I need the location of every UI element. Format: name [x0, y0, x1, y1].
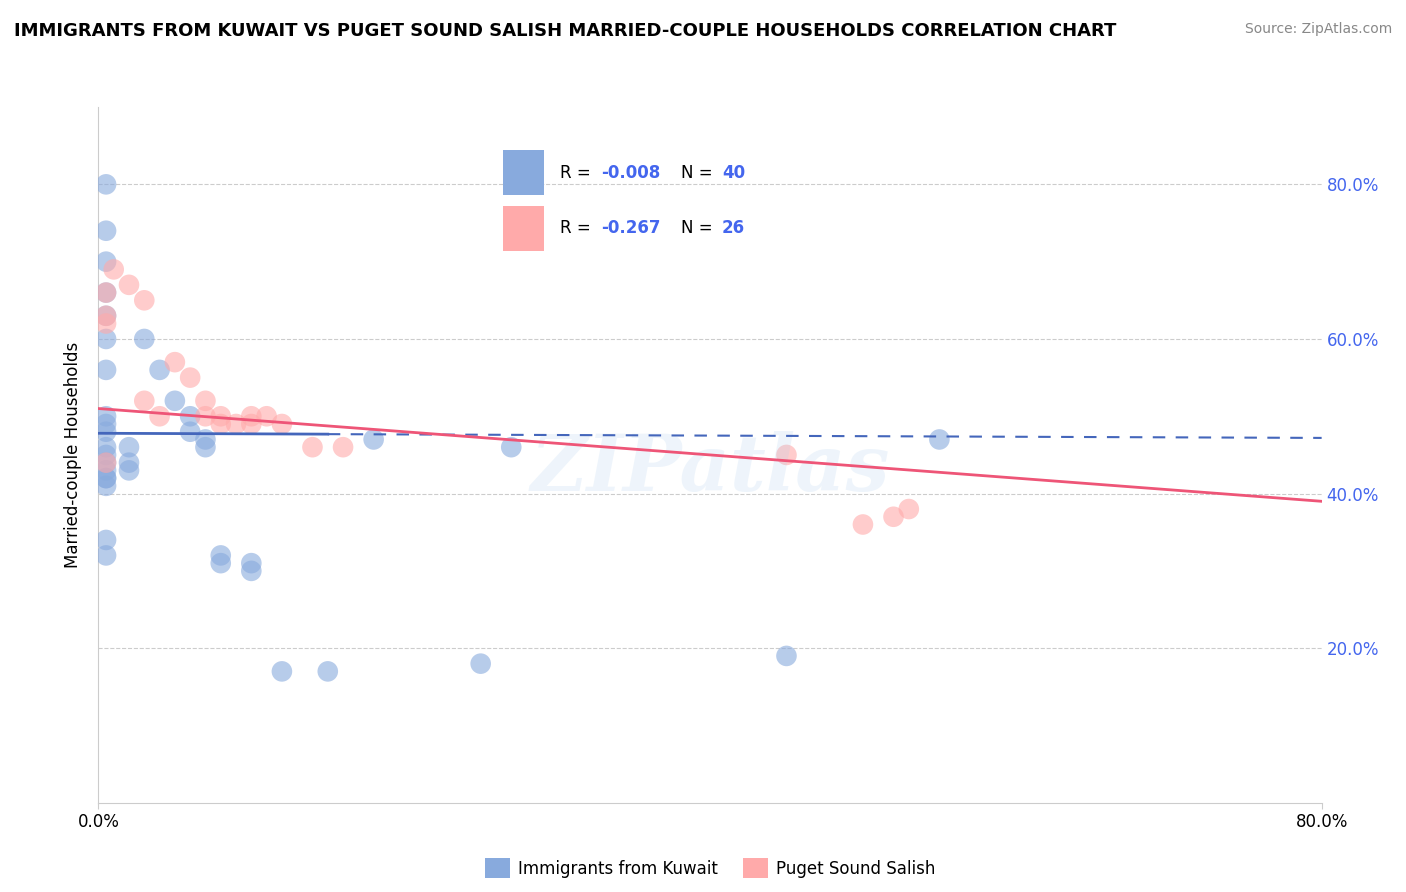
- Point: [134, 332, 156, 346]
- Point: [94, 549, 117, 563]
- Point: [316, 665, 339, 679]
- Y-axis label: Married-couple Households: Married-couple Households: [65, 342, 83, 568]
- Point: [179, 370, 201, 384]
- Point: [94, 309, 117, 323]
- Point: [501, 440, 523, 454]
- Point: [883, 509, 905, 524]
- Point: [179, 425, 201, 439]
- Text: 40: 40: [723, 163, 745, 182]
- Text: N =: N =: [681, 219, 717, 237]
- Point: [194, 440, 217, 454]
- Text: -0.008: -0.008: [602, 163, 661, 182]
- Point: [94, 479, 117, 493]
- Point: [94, 463, 117, 477]
- Point: [94, 440, 117, 454]
- Point: [94, 417, 117, 431]
- Text: IMMIGRANTS FROM KUWAIT VS PUGET SOUND SALISH MARRIED-COUPLE HOUSEHOLDS CORRELATI: IMMIGRANTS FROM KUWAIT VS PUGET SOUND SA…: [14, 22, 1116, 40]
- Point: [94, 471, 117, 485]
- Point: [134, 393, 156, 408]
- Point: [179, 409, 201, 424]
- Point: [94, 471, 117, 485]
- Point: [852, 517, 875, 532]
- Bar: [502, 150, 544, 195]
- Point: [225, 417, 247, 431]
- Point: [94, 178, 117, 192]
- Point: [270, 417, 292, 431]
- Point: [194, 433, 217, 447]
- Point: [94, 224, 117, 238]
- Point: [270, 665, 292, 679]
- Point: [928, 433, 950, 447]
- Point: [94, 456, 117, 470]
- Point: [94, 409, 117, 424]
- Point: [149, 409, 172, 424]
- Text: 26: 26: [723, 219, 745, 237]
- Text: ZIPatlas: ZIPatlas: [530, 431, 890, 507]
- Point: [163, 393, 186, 408]
- Point: [240, 409, 263, 424]
- Point: [118, 277, 141, 292]
- Legend: Immigrants from Kuwait, Puget Sound Salish: Immigrants from Kuwait, Puget Sound Sali…: [478, 851, 942, 885]
- Text: -0.267: -0.267: [602, 219, 661, 237]
- Point: [103, 262, 125, 277]
- Point: [209, 556, 232, 570]
- Point: [194, 409, 217, 424]
- Point: [163, 355, 186, 369]
- Point: [94, 425, 117, 439]
- Point: [209, 417, 232, 431]
- Point: [209, 409, 232, 424]
- Point: [94, 332, 117, 346]
- Point: [134, 293, 156, 308]
- Point: [470, 657, 492, 671]
- Text: R =: R =: [560, 163, 596, 182]
- Point: [301, 440, 323, 454]
- Point: [94, 317, 117, 331]
- Point: [363, 433, 385, 447]
- Point: [240, 556, 263, 570]
- Point: [94, 533, 117, 547]
- Bar: [502, 206, 544, 251]
- Point: [118, 456, 141, 470]
- Text: R =: R =: [560, 219, 596, 237]
- Point: [194, 393, 217, 408]
- Point: [94, 309, 117, 323]
- Point: [240, 564, 263, 578]
- Point: [94, 285, 117, 300]
- Point: [332, 440, 354, 454]
- Point: [94, 448, 117, 462]
- Point: [94, 456, 117, 470]
- Point: [94, 285, 117, 300]
- Point: [209, 549, 232, 563]
- Point: [775, 648, 797, 663]
- Point: [94, 254, 117, 268]
- Text: Source: ZipAtlas.com: Source: ZipAtlas.com: [1244, 22, 1392, 37]
- Point: [240, 417, 263, 431]
- Point: [149, 363, 172, 377]
- Point: [118, 440, 141, 454]
- Point: [897, 502, 920, 516]
- Text: N =: N =: [681, 163, 717, 182]
- Point: [775, 448, 797, 462]
- Point: [94, 363, 117, 377]
- Point: [256, 409, 278, 424]
- Point: [118, 463, 141, 477]
